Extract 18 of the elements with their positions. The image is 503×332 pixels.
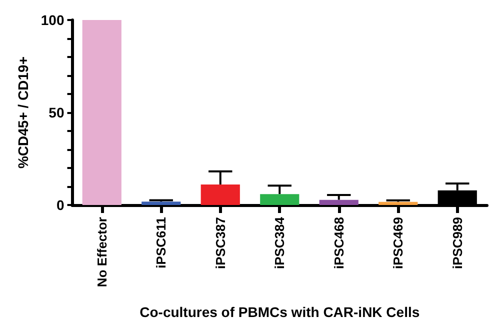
bar bbox=[378, 202, 418, 205]
y-axis-title: %CD45+ / CD19+ bbox=[15, 56, 31, 169]
bar bbox=[319, 200, 358, 205]
bar bbox=[200, 184, 240, 205]
x-tick-label: iPSC611 bbox=[154, 217, 169, 268]
y-tick-label: 100 bbox=[40, 12, 64, 28]
x-tick-label: iPSC384 bbox=[272, 216, 288, 270]
bar bbox=[82, 20, 122, 205]
x-tick-label: iPSC989 bbox=[450, 217, 465, 270]
bar bbox=[260, 194, 300, 205]
x-tick-label: iPSC387 bbox=[212, 217, 228, 270]
x-tick-label: iPSC468 bbox=[331, 217, 346, 270]
x-tick-label: iPSC469 bbox=[390, 217, 406, 270]
y-tick-label: 50 bbox=[48, 104, 64, 120]
y-tick-label: 0 bbox=[56, 197, 64, 213]
x-axis-title: Co-cultures of PBMCs with CAR-iNK Cells bbox=[140, 304, 420, 320]
x-tick-label: No Effector bbox=[94, 217, 110, 288]
bar bbox=[142, 202, 181, 205]
